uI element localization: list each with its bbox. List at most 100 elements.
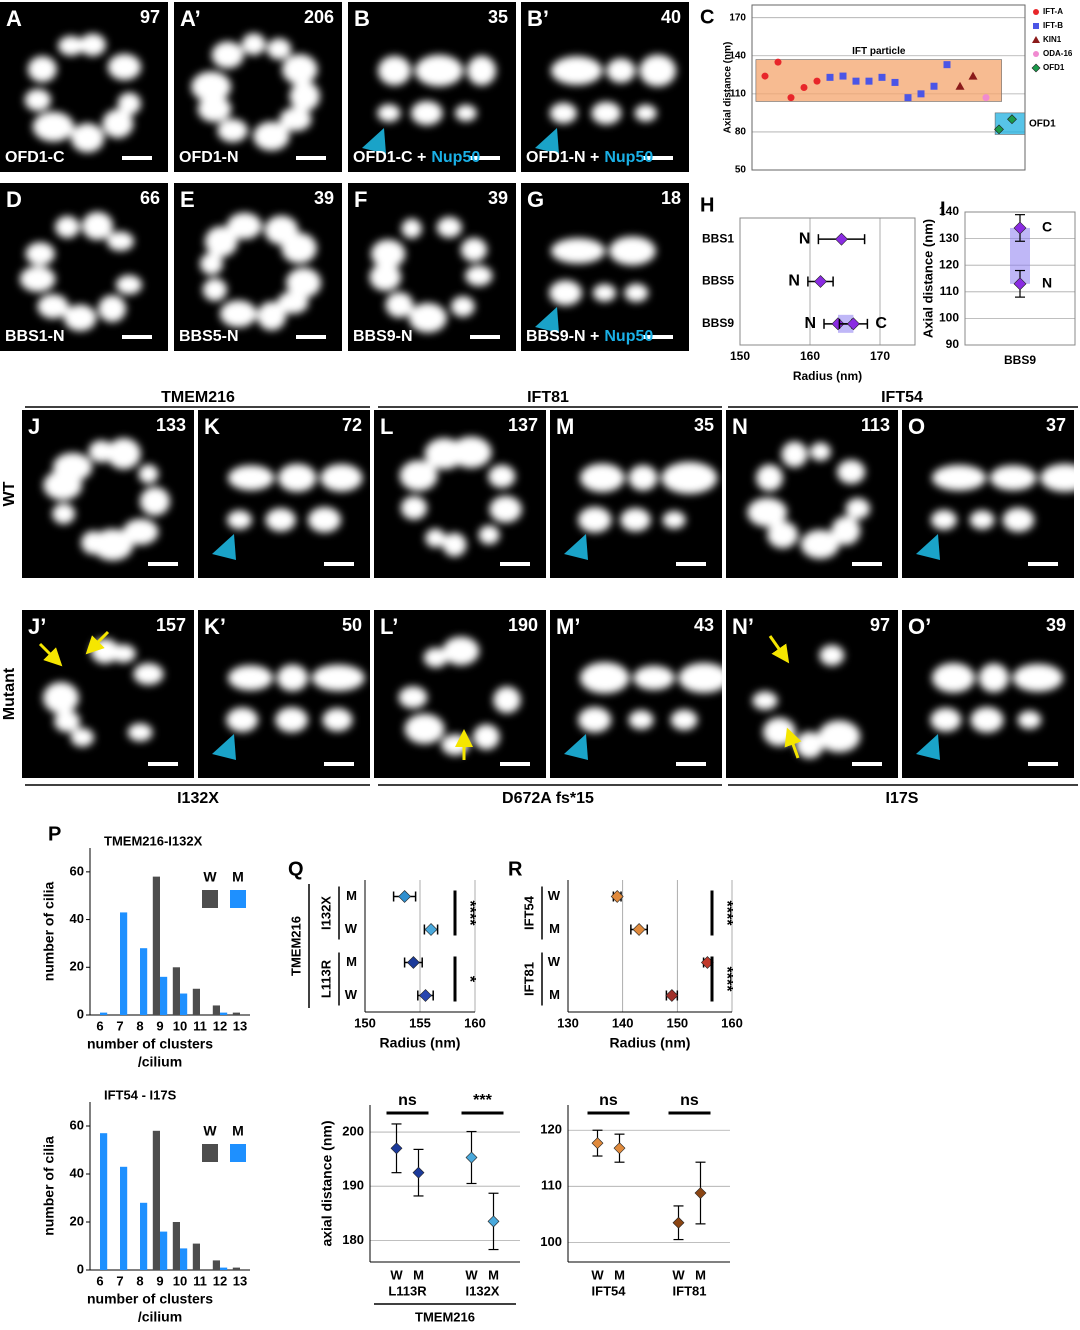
caption: OFD1-C xyxy=(5,149,65,166)
category-label: M xyxy=(549,987,560,1002)
arrowhead xyxy=(535,128,559,154)
bar xyxy=(152,1130,160,1270)
bar xyxy=(140,948,148,1015)
signal xyxy=(369,216,493,333)
panel-letter: G xyxy=(527,187,544,212)
cluster xyxy=(450,436,492,468)
cluster xyxy=(378,55,411,86)
cluster-count: 137 xyxy=(508,415,538,435)
y-tick-label: 110 xyxy=(730,88,747,99)
caption-text: OFD1-N + xyxy=(526,149,599,166)
cluster xyxy=(107,53,142,81)
signal xyxy=(227,463,363,533)
group-label: L113R xyxy=(318,959,333,998)
bar xyxy=(152,876,160,1015)
point-label: N xyxy=(1042,275,1052,291)
signal xyxy=(398,636,521,756)
y-axis-label: number of cilia xyxy=(41,882,57,982)
arrowhead xyxy=(212,734,236,760)
range-box xyxy=(1010,227,1030,284)
point xyxy=(891,78,899,86)
caption: BBS1-N xyxy=(5,328,65,345)
cluster-count: 66 xyxy=(140,188,160,208)
category-label: W xyxy=(672,1267,685,1282)
y-tick-label: 20 xyxy=(70,959,84,974)
x-tick-label: 10 xyxy=(173,1018,187,1033)
cluster xyxy=(411,100,443,126)
signal xyxy=(226,664,365,733)
cluster xyxy=(845,498,870,520)
point xyxy=(465,1151,478,1164)
cluster-count: 97 xyxy=(140,7,160,27)
point xyxy=(613,1142,626,1155)
cluster xyxy=(281,232,317,264)
caption-text: BBS5-N xyxy=(179,328,239,345)
cluster xyxy=(200,252,223,275)
bar xyxy=(192,988,200,1015)
bar xyxy=(160,976,168,1015)
legend-swatch xyxy=(230,1144,246,1162)
y-axis-label: Axial distance (nm) xyxy=(723,42,734,134)
cluster xyxy=(451,296,475,317)
significance: ns xyxy=(599,1092,618,1109)
panel-letter: N’ xyxy=(732,614,754,639)
cluster xyxy=(932,465,986,491)
cluster xyxy=(211,41,244,69)
category-label: M xyxy=(346,954,357,969)
significance: * xyxy=(461,976,478,983)
group-label: IFT54 xyxy=(521,895,536,930)
x-tick-label: 13 xyxy=(233,1273,247,1288)
cluster xyxy=(399,460,438,491)
mutation-label: I17S xyxy=(886,790,919,807)
x-tick-label: 9 xyxy=(156,1018,163,1033)
cluster xyxy=(371,239,406,269)
significance: ns xyxy=(398,1092,417,1109)
point xyxy=(632,923,646,936)
legend-marker xyxy=(1033,51,1039,57)
cluster xyxy=(79,33,106,56)
cluster xyxy=(228,465,275,491)
cluster-count: 206 xyxy=(304,7,334,27)
point-label: C xyxy=(1042,219,1052,235)
point xyxy=(390,1142,403,1155)
category-label: W xyxy=(465,1267,478,1282)
bar xyxy=(140,1202,148,1270)
bar xyxy=(120,1166,128,1270)
signal xyxy=(578,461,718,533)
y-tick-label: 40 xyxy=(70,1165,84,1180)
chart-title: IFT54 - I17S xyxy=(104,1087,177,1102)
cluster xyxy=(320,464,363,492)
cluster xyxy=(277,291,309,314)
y-tick-label: 80 xyxy=(735,127,747,138)
cluster xyxy=(115,275,142,295)
cluster xyxy=(819,644,845,666)
cluster xyxy=(460,237,488,262)
y-axis-label: Axial distance (nm) xyxy=(920,219,935,338)
cluster xyxy=(197,95,232,123)
cluster xyxy=(204,226,238,257)
panel-letter: N xyxy=(732,414,748,439)
caption-text: OFD1-C xyxy=(5,149,65,166)
cluster xyxy=(837,459,866,484)
caption-text: OFD1-N xyxy=(179,149,239,166)
cluster xyxy=(81,530,105,555)
cluster xyxy=(282,54,318,85)
cluster xyxy=(219,300,257,328)
cluster xyxy=(241,33,266,56)
cluster-count: 18 xyxy=(661,188,681,208)
cluster-count: 72 xyxy=(342,415,362,435)
panel-letter: Q xyxy=(288,858,304,880)
legend-marker xyxy=(1033,9,1039,15)
cluster xyxy=(25,242,55,266)
category-label: W xyxy=(591,1267,604,1282)
x-tick-label: 10 xyxy=(173,1273,187,1288)
panel-letter: M xyxy=(556,414,574,439)
bar xyxy=(192,1243,200,1270)
mutation-label: I132X xyxy=(177,790,219,807)
legend-swatch xyxy=(230,890,246,908)
bar xyxy=(172,967,180,1015)
legend-label: KIN1 xyxy=(1043,35,1062,44)
cluster xyxy=(465,265,493,286)
signal xyxy=(43,638,164,747)
